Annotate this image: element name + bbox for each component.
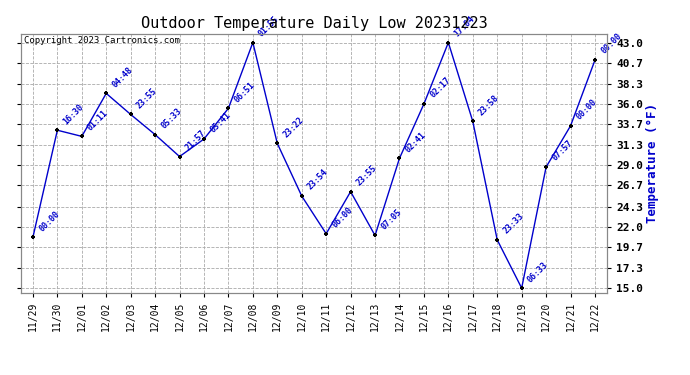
Point xyxy=(272,140,283,146)
Text: 23:55: 23:55 xyxy=(135,86,159,110)
Point xyxy=(516,285,527,291)
Text: 01:11: 01:11 xyxy=(86,108,110,132)
Text: 16:30: 16:30 xyxy=(61,102,86,126)
Point xyxy=(101,90,112,96)
Y-axis label: Temperature (°F): Temperature (°F) xyxy=(646,103,659,223)
Text: 06:51: 06:51 xyxy=(233,80,257,104)
Text: 23:58: 23:58 xyxy=(477,93,501,117)
Point xyxy=(492,237,503,243)
Text: 05:41: 05:41 xyxy=(208,111,233,135)
Point xyxy=(28,234,39,240)
Text: 04:48: 04:48 xyxy=(110,65,135,89)
Text: Copyright 2023 Cartronics.com: Copyright 2023 Cartronics.com xyxy=(23,36,179,45)
Point xyxy=(467,118,478,124)
Text: 23:54: 23:54 xyxy=(306,168,330,192)
Text: 06:00: 06:00 xyxy=(331,206,355,230)
Text: 07:57: 07:57 xyxy=(550,139,574,163)
Text: 00:00: 00:00 xyxy=(37,209,61,233)
Text: 02:17: 02:17 xyxy=(428,76,452,100)
Point xyxy=(174,153,185,159)
Point xyxy=(565,123,576,129)
Point xyxy=(589,57,600,63)
Text: 00:00: 00:00 xyxy=(575,98,599,122)
Point xyxy=(247,39,258,45)
Text: 01:55: 01:55 xyxy=(257,14,281,38)
Point xyxy=(52,127,63,133)
Point xyxy=(296,193,307,199)
Point xyxy=(125,111,136,117)
Text: 23:22: 23:22 xyxy=(282,115,306,139)
Text: 23:55: 23:55 xyxy=(355,164,379,188)
Point xyxy=(418,101,429,107)
Point xyxy=(150,132,161,138)
Point xyxy=(540,164,551,170)
Text: 07:05: 07:05 xyxy=(380,207,403,231)
Text: 02:41: 02:41 xyxy=(404,130,428,154)
Text: 06:33: 06:33 xyxy=(526,260,550,284)
Point xyxy=(321,231,332,237)
Point xyxy=(199,136,210,142)
Text: 05:33: 05:33 xyxy=(159,106,184,130)
Point xyxy=(370,232,381,238)
Point xyxy=(345,189,356,195)
Point xyxy=(443,39,454,45)
Point xyxy=(77,134,88,140)
Point xyxy=(394,155,405,161)
Text: 17:04: 17:04 xyxy=(453,14,477,38)
Point xyxy=(223,105,234,111)
Text: 23:33: 23:33 xyxy=(502,211,526,236)
Text: 00:00: 00:00 xyxy=(599,32,623,56)
Text: 21:57: 21:57 xyxy=(184,128,208,152)
Title: Outdoor Temperature Daily Low 20231223: Outdoor Temperature Daily Low 20231223 xyxy=(141,16,487,31)
